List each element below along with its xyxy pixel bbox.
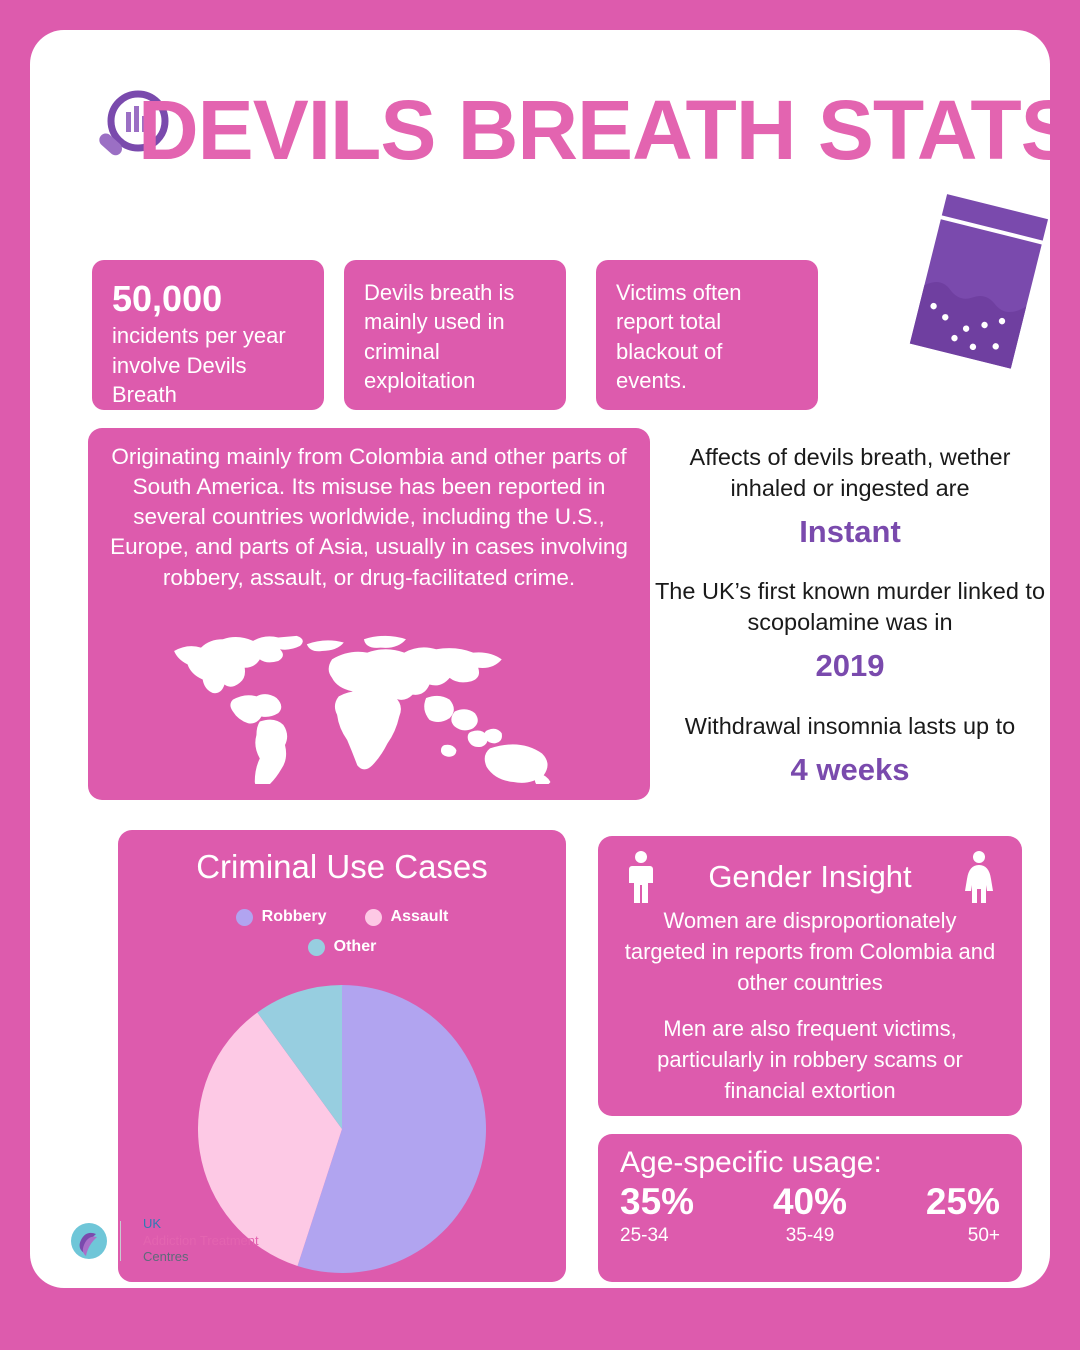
female-figure-icon	[962, 850, 996, 904]
gender-paragraph: Women are disproportionately targeted in…	[624, 908, 996, 995]
age-item: 40% 35-49	[747, 1180, 872, 1248]
drug-baggie-icon	[882, 190, 1050, 380]
footer-line-1: UK	[143, 1216, 162, 1232]
stat-box-text: Devils breath is mainly used in criminal…	[364, 280, 515, 393]
age-percent: 40%	[772, 1180, 848, 1222]
legend-swatch-icon	[364, 908, 382, 926]
age-range-label: 50+	[967, 1225, 1000, 1247]
footer-text: UK Addiction Treatment Centres	[143, 1216, 259, 1266]
pie-chart	[198, 985, 487, 1273]
legend-label: Other	[333, 938, 377, 955]
age-values-row: 35% 25-34 40% 35-49 25% 50+	[620, 1180, 1000, 1248]
infographic-card: DEVILS BREATH STATS 50,000 incidents per…	[30, 30, 1050, 1288]
age-percent: 35%	[620, 1180, 695, 1222]
origin-panel: Originating mainly from Colombia and oth…	[88, 428, 650, 800]
criminal-use-cases-panel: Criminal Use Cases Robbery Assault Other	[118, 830, 566, 1282]
header: DEVILS BREATH STATS	[30, 30, 1050, 220]
origin-text: Originating mainly from Colombia and oth…	[110, 444, 628, 590]
legend-swatch-icon	[235, 908, 253, 926]
stat-box-text: incidents per year involve Devils Breath	[112, 323, 286, 407]
age-panel-title: Age-specific usage:	[620, 1146, 882, 1179]
age-percent: 25%	[925, 1180, 1000, 1222]
fact-value: 4 weeks	[790, 752, 910, 788]
pie-legend-row-2: Other	[118, 938, 566, 956]
fact-line: Affects of devils breath, wether inhaled…	[689, 444, 1011, 501]
pie-chart-title: Criminal Use Cases	[196, 848, 488, 885]
footer-line-2: Addiction Treatment	[143, 1232, 259, 1248]
pie-slice-robbery	[297, 985, 487, 1273]
gender-insight-title: Gender Insight	[708, 859, 912, 894]
pie-legend-row-1: Robbery Assault	[118, 908, 566, 926]
ukat-logo-icon	[70, 1222, 108, 1260]
fact-line: Withdrawal insomnia lasts up to	[684, 712, 1016, 739]
stat-box: Victims often report total blackout of e…	[596, 260, 818, 410]
legend-item-other: Other	[307, 938, 377, 956]
age-item: 25% 50+	[875, 1180, 1000, 1248]
facts-column: Affects of devils breath, wether inhaled…	[650, 442, 1050, 788]
gender-paragraph: Men are also frequent victims, particula…	[657, 1016, 963, 1103]
footer-line-3: Centres	[143, 1249, 189, 1265]
male-figure-icon	[624, 850, 658, 904]
age-specific-usage-panel: Age-specific usage: 35% 25-34 40% 35-49 …	[598, 1134, 1022, 1282]
footer-divider	[120, 1221, 121, 1262]
fact-value: Instant	[799, 514, 901, 550]
fact-line: The UK’s first known murder linked to sc…	[654, 578, 1046, 635]
gender-header: Gender Insight	[624, 850, 996, 904]
world-map-icon	[88, 612, 650, 794]
age-item: 35% 25-34	[620, 1180, 745, 1248]
stat-box-value: 50,000	[112, 278, 223, 319]
magnifier-bar-chart-icon	[88, 88, 172, 172]
pie-slice-other	[257, 985, 342, 1129]
pie-slice-assault	[198, 1012, 342, 1266]
footer: UK Addiction Treatment Centres	[70, 1216, 259, 1266]
age-range-label: 25-34	[620, 1225, 669, 1247]
page-title: DEVILS BREATH STATS	[138, 83, 1050, 177]
legend-item-robbery: Robbery	[235, 908, 327, 926]
age-range-label: 35-49	[785, 1225, 835, 1247]
stat-box: 50,000 incidents per year involve Devils…	[92, 260, 324, 410]
legend-swatch-icon	[307, 938, 325, 956]
stat-box-text: Victims often report total blackout of e…	[616, 280, 742, 393]
stat-box: Devils breath is mainly used in criminal…	[344, 260, 566, 410]
legend-label: Assault	[390, 908, 449, 925]
fact-value: 2019	[815, 648, 885, 684]
gender-insight-panel: Gender Insight Women are disproportionat…	[598, 836, 1022, 1116]
legend-item-assault: Assault	[364, 908, 449, 926]
legend-label: Robbery	[261, 908, 327, 925]
